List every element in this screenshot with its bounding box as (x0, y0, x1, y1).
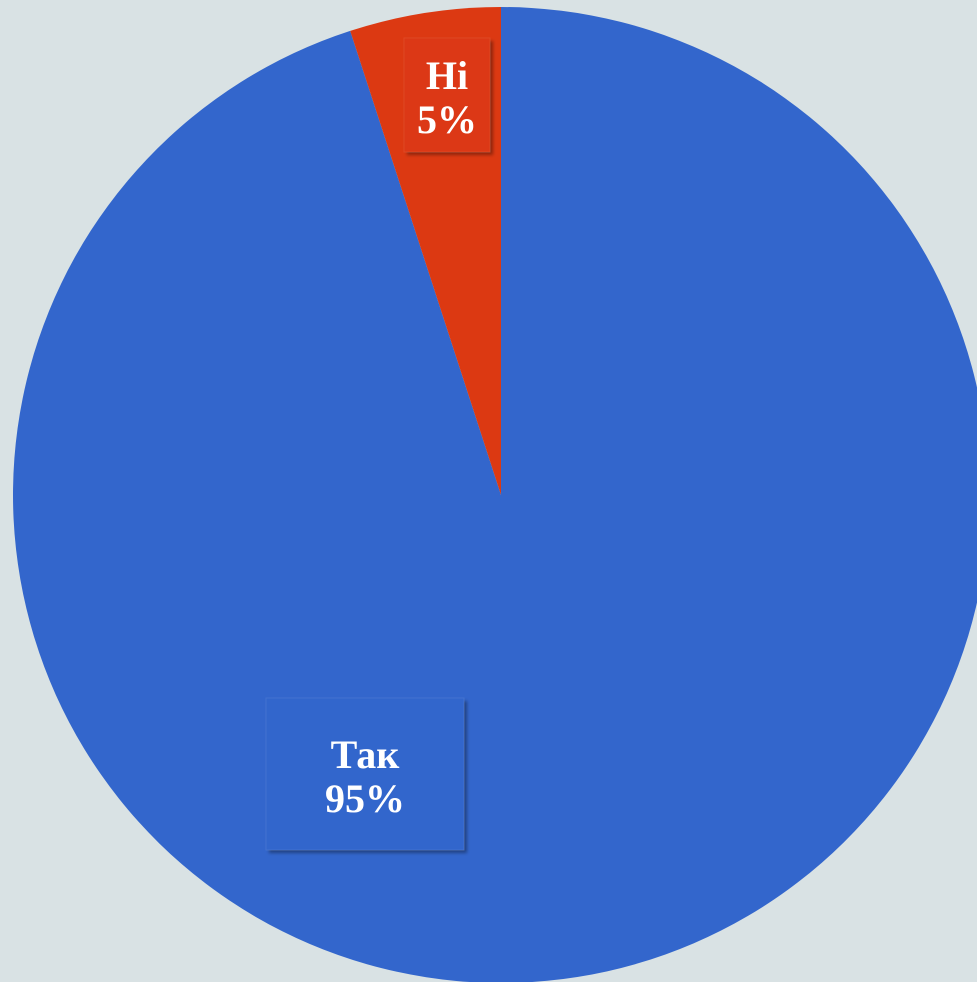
slice-category-label: Так (331, 732, 400, 777)
pie-slices (13, 7, 977, 982)
slice-category-label: Ні (426, 53, 468, 98)
slice-percent-label: 95% (325, 776, 405, 821)
data-label-ni: Ні5% (403, 37, 491, 153)
data-label-box (403, 37, 491, 153)
data-label-box (265, 697, 465, 851)
slice-percent-label: 5% (417, 97, 477, 142)
pie-slice-tak (13, 7, 977, 982)
